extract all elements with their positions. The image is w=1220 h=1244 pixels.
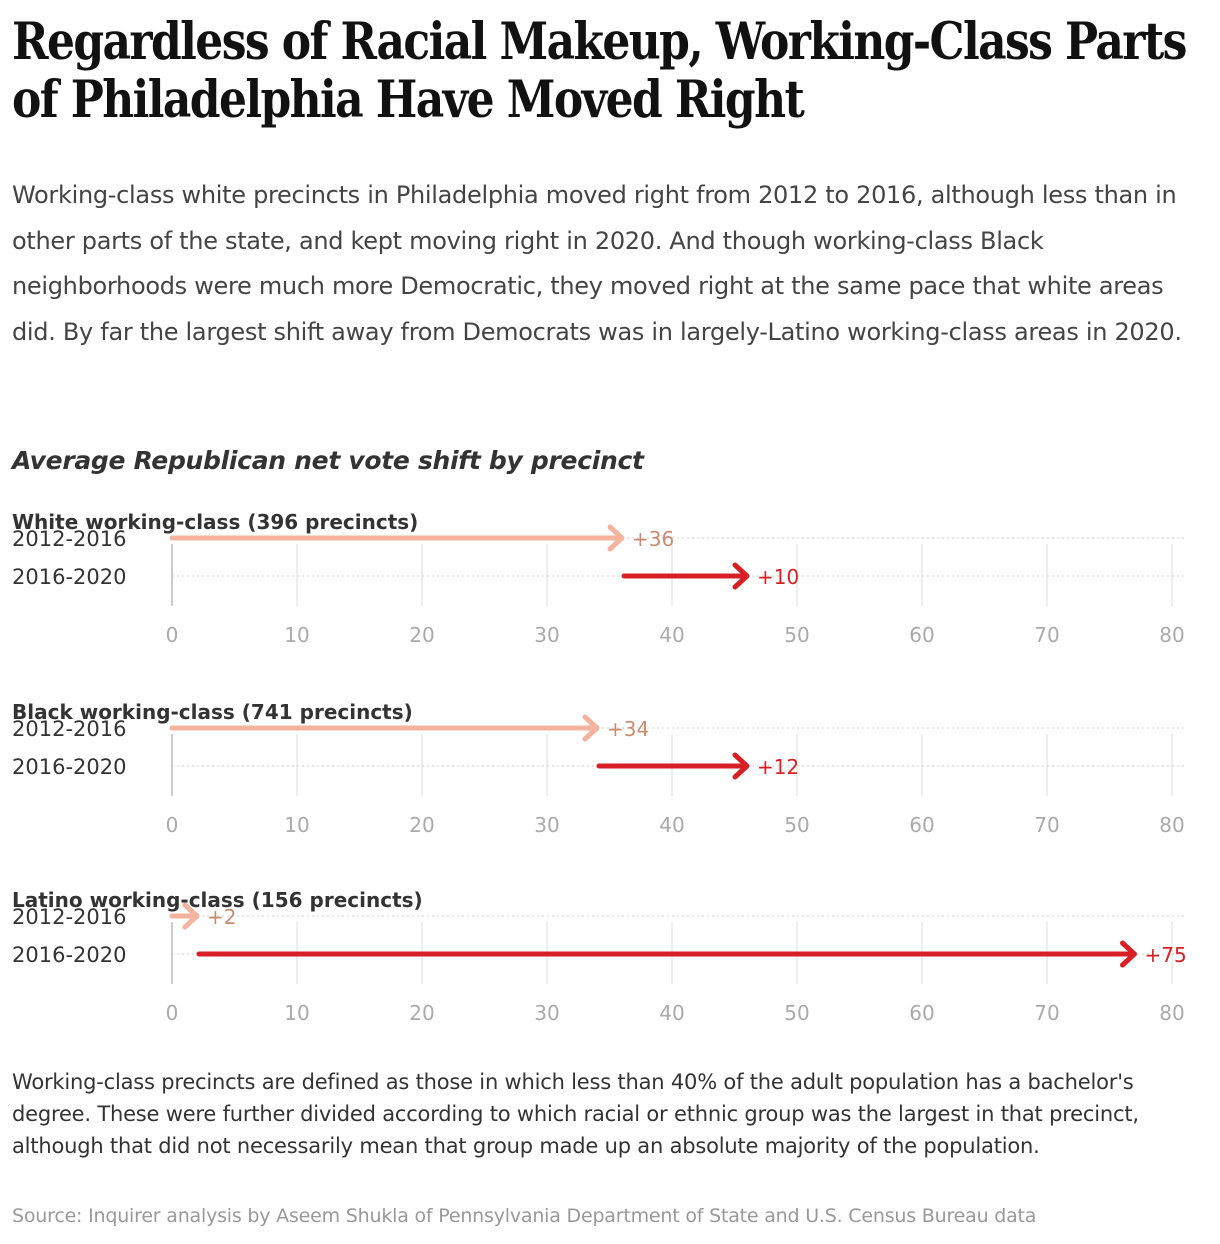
x-tick-label: 40: [659, 623, 684, 647]
x-tick-label: 40: [659, 1001, 684, 1025]
period-label: 2012-2016: [12, 905, 126, 929]
x-tick-label: 30: [534, 623, 559, 647]
panel-title: Latino working-class (156 precincts): [12, 888, 423, 912]
x-tick-label: 30: [534, 813, 559, 837]
x-tick-label: 40: [659, 813, 684, 837]
x-tick-label: 30: [534, 1001, 559, 1025]
chart-title: Average Republican net vote shift by pre…: [12, 446, 644, 475]
x-tick-label: 70: [1034, 1001, 1059, 1025]
x-tick-label: 20: [409, 623, 434, 647]
x-tick-label: 70: [1034, 813, 1059, 837]
period-label: 2016-2020: [12, 565, 126, 589]
x-tick-label: 80: [1159, 813, 1184, 837]
panel-title: Black working-class (741 precincts): [12, 700, 413, 724]
x-tick-label: 50: [784, 813, 809, 837]
value-label: +36: [632, 527, 674, 551]
methodology-note: Working-class precincts are defined as t…: [12, 1070, 1139, 1158]
period-label: 2016-2020: [12, 943, 126, 967]
value-label: +75: [1145, 943, 1187, 967]
x-tick-label: 50: [784, 623, 809, 647]
shift-arrow-head: [607, 524, 625, 552]
panel-title: White working-class (396 precincts): [12, 510, 418, 534]
x-tick-label: 0: [166, 1001, 179, 1025]
period-label: 2016-2020: [12, 755, 126, 779]
x-tick-label: 80: [1159, 1001, 1184, 1025]
value-label: +34: [607, 717, 649, 741]
x-tick-label: 60: [909, 1001, 934, 1025]
x-tick-label: 60: [909, 813, 934, 837]
value-label: +2: [207, 905, 236, 929]
x-tick-label: 80: [1159, 623, 1184, 647]
x-tick-label: 70: [1034, 623, 1059, 647]
x-tick-label: 10: [284, 813, 309, 837]
x-tick-label: 10: [284, 623, 309, 647]
shift-arrow-head: [582, 714, 600, 742]
x-tick-label: 0: [166, 813, 179, 837]
x-tick-label: 0: [166, 623, 179, 647]
x-tick-label: 50: [784, 1001, 809, 1025]
value-label: +10: [757, 565, 799, 589]
value-label: +12: [757, 755, 799, 779]
x-tick-label: 20: [409, 1001, 434, 1025]
shift-arrow-head: [182, 902, 200, 930]
chart-subtitle: Working-class white precincts in Philade…: [12, 181, 1182, 346]
shift-arrow-head: [1120, 940, 1137, 968]
chart-headline: Regardless of Racial Makeup, Working-Cla…: [12, 12, 1187, 130]
x-tick-label: 60: [909, 623, 934, 647]
shift-arrow-head: [732, 752, 750, 780]
source-line: Source: Inquirer analysis by Aseem Shukl…: [12, 1205, 1037, 1227]
x-tick-label: 10: [284, 1001, 309, 1025]
x-tick-label: 20: [409, 813, 434, 837]
period-label: 2012-2016: [12, 717, 126, 741]
period-label: 2012-2016: [12, 527, 126, 551]
shift-arrow-head: [732, 562, 750, 590]
